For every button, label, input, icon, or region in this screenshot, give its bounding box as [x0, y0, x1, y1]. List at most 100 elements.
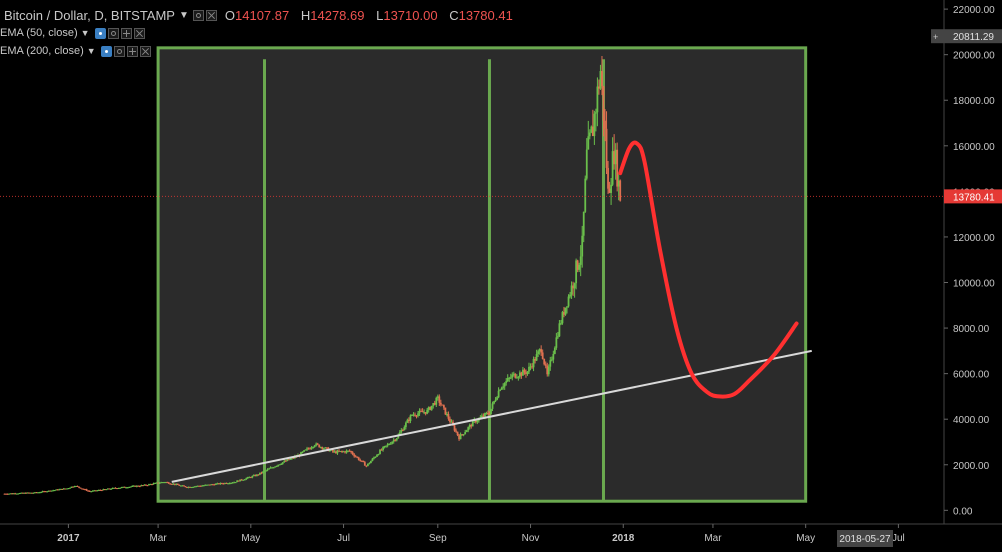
candle	[196, 485, 199, 487]
candle	[613, 134, 616, 170]
indicator-ema200-label[interactable]: EMA (200, close)	[0, 45, 84, 57]
candle	[62, 487, 65, 490]
candle	[219, 482, 222, 485]
candle-body	[499, 389, 502, 391]
candle	[213, 483, 216, 486]
indicator-ema200-gear-icon[interactable]	[113, 45, 125, 57]
candle-body	[549, 360, 552, 367]
candle	[269, 466, 272, 469]
candle-body	[347, 450, 350, 452]
candle-body	[205, 484, 208, 486]
candle	[496, 396, 498, 401]
candle-body	[151, 484, 153, 486]
candle-body	[184, 486, 187, 488]
highlight-rectangle[interactable]	[156, 46, 808, 503]
candle-body	[52, 490, 55, 492]
candle-body	[520, 372, 523, 376]
candle	[260, 471, 263, 475]
candle	[246, 476, 249, 480]
projection-curve[interactable]	[618, 140, 799, 399]
candle	[386, 442, 389, 448]
candle	[538, 348, 541, 355]
candle	[359, 458, 362, 462]
candle-body	[436, 396, 439, 398]
candle	[526, 371, 529, 376]
candle	[35, 492, 38, 494]
indicator-ema50-label[interactable]: EMA (50, close)	[0, 27, 78, 39]
candle	[411, 414, 413, 417]
candle-body	[560, 323, 562, 325]
candle	[40, 491, 42, 494]
candle-body	[409, 415, 412, 422]
ohlc-close-value: 13780.41	[458, 7, 513, 23]
candle-body	[324, 447, 327, 449]
candle	[394, 438, 397, 442]
candle-body	[336, 450, 339, 454]
symbol-menu-chevron-icon[interactable]: ▼	[178, 9, 189, 21]
candle	[345, 449, 348, 454]
candle-body	[283, 460, 286, 463]
candle-body	[211, 484, 214, 486]
candle	[114, 487, 117, 489]
time-axis-label: Mar	[704, 533, 722, 544]
indicator-ema200-plus-icon[interactable]	[126, 45, 138, 57]
candle-body	[208, 484, 211, 486]
candle	[97, 489, 100, 491]
candle-body	[181, 485, 184, 487]
candle-body	[222, 483, 225, 485]
candle-body	[447, 414, 450, 419]
candle-body	[110, 488, 112, 490]
candle-body	[398, 432, 401, 435]
chart-legend: Bitcoin / Dollar, D, BITSTAMP ▼ O14107.8…	[0, 6, 521, 60]
candle-body	[152, 483, 155, 485]
candle-body	[202, 485, 205, 487]
candle	[456, 431, 459, 437]
candle	[287, 459, 290, 461]
trendline[interactable]	[171, 349, 812, 483]
candle	[368, 462, 371, 465]
candle-body	[508, 377, 511, 379]
candle-body	[338, 450, 340, 452]
candle	[259, 472, 261, 476]
candle	[24, 492, 27, 494]
candle-body	[531, 366, 533, 368]
candle-body	[190, 487, 193, 489]
candle	[546, 362, 549, 377]
candle	[467, 426, 470, 433]
candle-body	[17, 493, 20, 495]
candle-body	[252, 475, 255, 477]
candle-body	[461, 434, 464, 436]
indicator-ema50-plus-icon[interactable]	[120, 27, 132, 39]
candle-body	[458, 435, 460, 440]
candle-body	[441, 404, 444, 406]
candle-body	[189, 486, 191, 488]
indicator-ema50-eye-icon[interactable]	[94, 27, 106, 39]
symbol-remove-close-icon[interactable]	[205, 9, 217, 21]
candle-body	[5, 493, 7, 495]
indicator-ema200-close-icon[interactable]	[139, 45, 151, 57]
candle	[439, 399, 442, 407]
candle-body	[344, 451, 346, 453]
candle-body	[18, 493, 21, 495]
indicator-ema50-gear-icon[interactable]	[107, 27, 119, 39]
candle	[245, 477, 248, 481]
indicator-ema200-chevron-icon[interactable]: ▼	[86, 46, 96, 56]
indicator-ema200-eye-icon[interactable]	[100, 45, 112, 57]
symbol-title[interactable]: Bitcoin / Dollar, D, BITSTAMP	[4, 7, 175, 23]
candle-body	[403, 427, 406, 431]
candle	[304, 449, 307, 451]
indicator-ema50-chevron-icon[interactable]: ▼	[80, 28, 90, 38]
candle	[336, 449, 339, 455]
candle-body	[442, 405, 445, 408]
price-highlight-plus-icon[interactable]: +	[933, 32, 938, 42]
candle	[404, 421, 407, 430]
price-axis-label: 8000.00	[953, 324, 990, 335]
candle	[154, 482, 156, 484]
candle	[567, 294, 570, 308]
candle	[58, 488, 61, 491]
symbol-settings-gear-icon[interactable]	[192, 9, 204, 21]
candle-body	[44, 491, 47, 493]
indicator-ema50-close-icon[interactable]	[133, 27, 145, 39]
